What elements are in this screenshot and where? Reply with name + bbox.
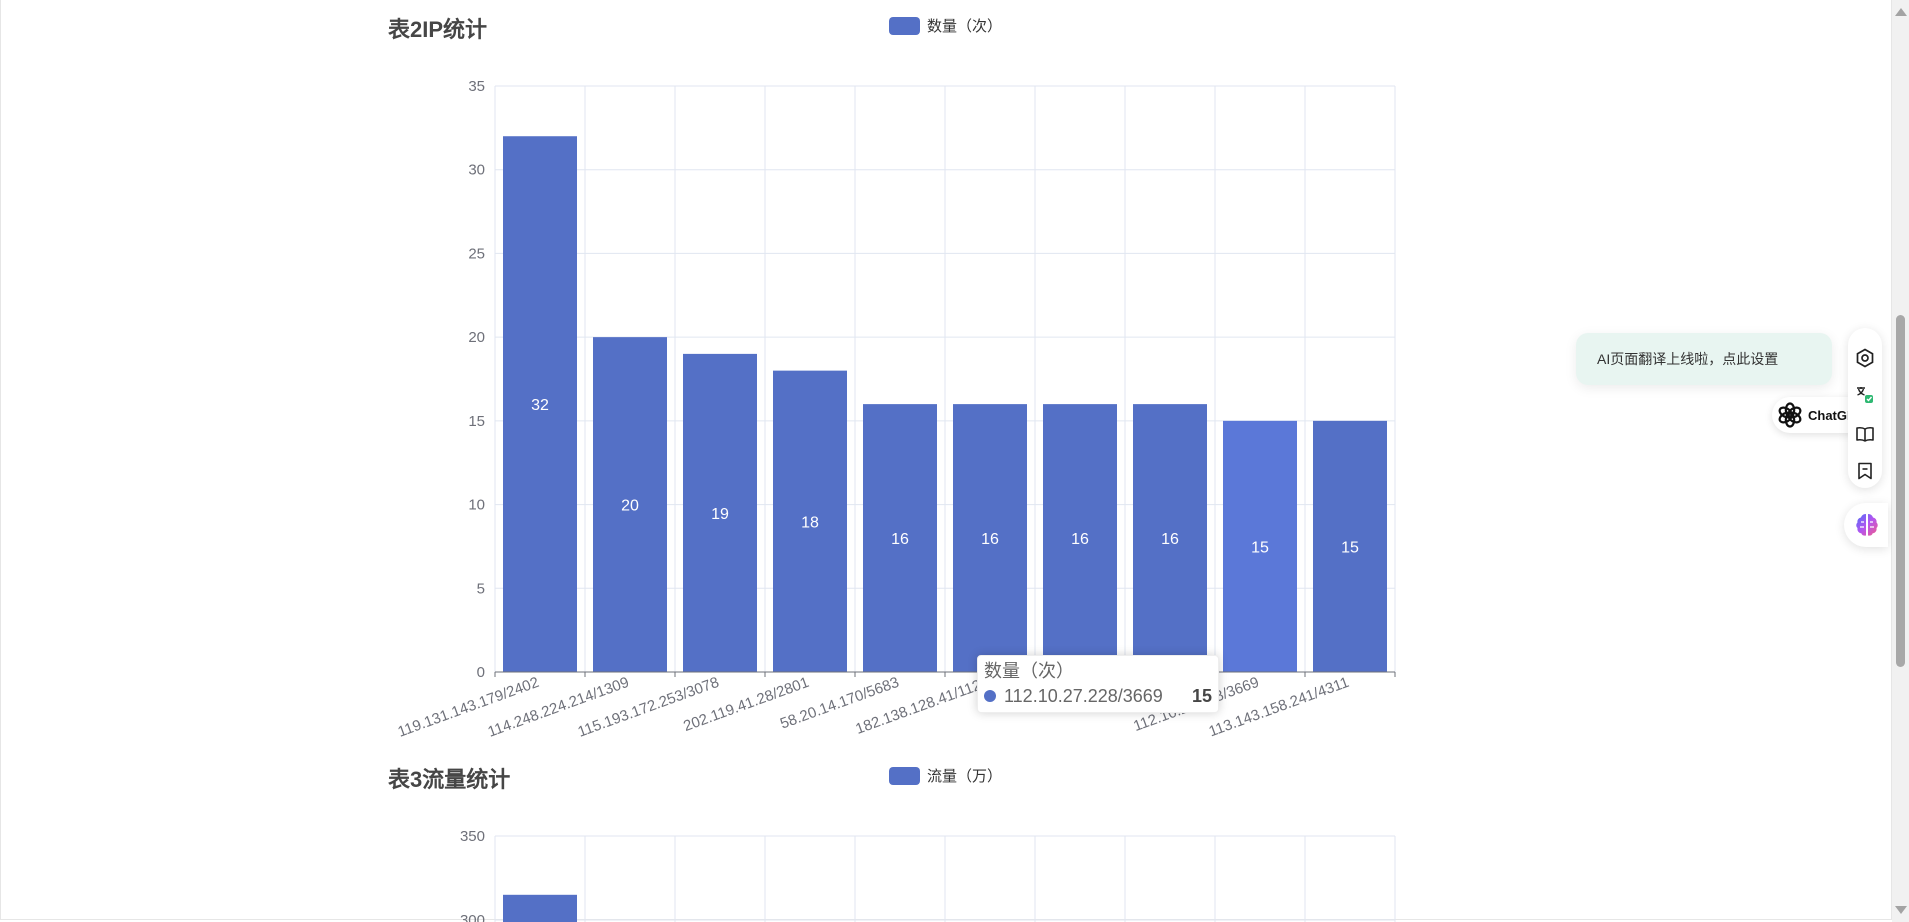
bar-value-label: 16 [981,531,999,548]
bar-value-label: 20 [621,498,639,515]
bar [773,370,847,672]
bar [1223,420,1297,672]
settings-hex-icon[interactable] [1855,348,1875,368]
bar [1043,404,1117,672]
chatgpt-logo-icon [1778,402,1802,428]
ai-assistant-button[interactable] [1844,503,1888,547]
y-tick-label: 25 [468,245,485,262]
chart-title-traffic: 表3流量统计 [388,767,511,792]
bar [503,894,577,922]
extension-side-toolbar [1848,328,1882,488]
bookmark-icon[interactable] [1855,461,1875,481]
scroll-down-arrow-icon[interactable] [1895,906,1907,914]
scroll-up-arrow-icon[interactable] [1895,8,1907,16]
y-tick-label: 350 [460,828,485,845]
legend-label: 流量（万） [927,768,1003,785]
bar-value-label: 18 [801,514,819,531]
book-icon[interactable] [1855,425,1875,445]
bar-value-label: 32 [531,397,549,414]
y-tick-label: 30 [468,162,485,179]
tooltip-marker [984,690,996,702]
vertical-scrollbar[interactable] [1892,0,1909,922]
y-tick-label: 35 [468,78,485,95]
tooltip-title: 数量（次） [984,661,1074,681]
brain-icon [1856,514,1878,536]
y-tick-label: 15 [468,413,485,430]
bar [683,353,757,672]
bar [863,404,937,672]
y-tick-label: 5 [477,580,485,597]
tooltip-value: 15 [1191,686,1212,706]
bar-value-label: 15 [1251,539,1269,556]
chart-title-ip: 表2IP统计 [388,17,488,42]
legend-traffic[interactable]: 流量（万） [889,765,1002,786]
translate-icon[interactable] [1855,385,1875,405]
y-tick-label: 0 [477,664,485,681]
bar [1133,404,1207,672]
bar [1313,420,1387,672]
bar-value-label: 16 [891,531,909,548]
legend-swatch [889,766,920,785]
legend-swatch [889,16,920,35]
bar-value-label: 19 [711,506,729,523]
y-tick-label: 300 [460,912,485,922]
translate-promo-toast[interactable]: AI页面翻译上线啦，点此设置 [1576,333,1832,385]
bar-value-label: 15 [1341,539,1359,556]
bar [593,337,667,672]
bar-value-label: 16 [1161,531,1179,548]
chart-tooltip: 数量（次） 112.10.27.228/3669 15 [977,655,1219,713]
chatgpt-label: ChatGI [1808,407,1851,423]
bar [953,404,1027,672]
bar [503,136,577,672]
scrollbar-thumb[interactable] [1896,315,1905,667]
y-tick-label: 20 [468,329,485,346]
chatgpt-pill[interactable]: ChatGI [1772,397,1852,433]
toast-text: AI页面翻译上线啦，点此设置 [1597,351,1779,367]
bar-value-label: 16 [1071,531,1089,548]
legend-ip[interactable]: 数量（次） [889,15,1002,36]
tooltip-label: 112.10.27.228/3669 [1004,686,1163,706]
tooltip-row: 112.10.27.228/3669 15 [984,683,1212,709]
y-tick-label: 10 [468,497,485,514]
legend-label: 数量（次） [927,18,1003,35]
